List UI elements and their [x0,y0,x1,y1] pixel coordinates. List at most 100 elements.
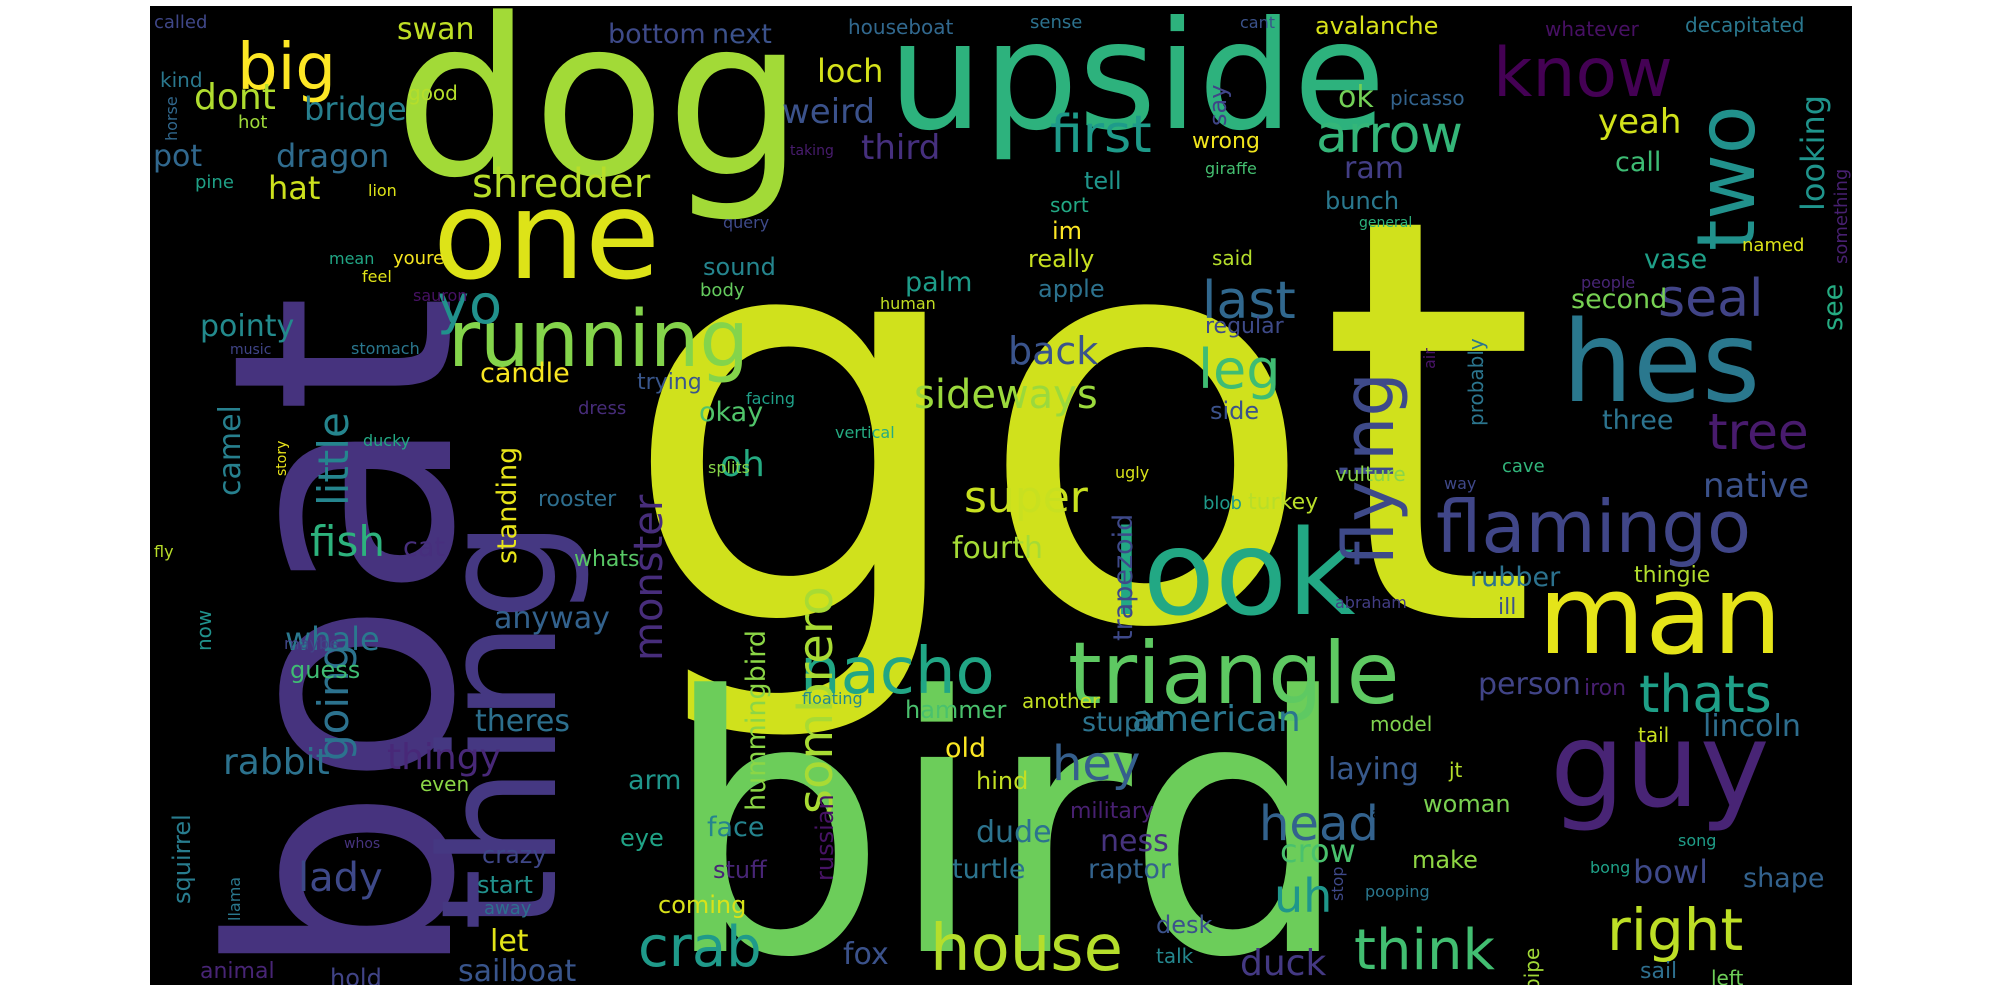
word-iron: iron [1584,676,1626,701]
word-splits: splits [708,458,750,477]
word-whos: whos [344,836,380,852]
word-anyway: anyway [494,601,610,636]
word-story: story [274,441,290,476]
word-dude: dude [976,815,1052,850]
word-theres: theres [475,704,570,739]
word-oh: oh [720,444,765,485]
word-think: think [1354,918,1496,983]
word-stop: stop [1328,866,1347,901]
word-man: man [1538,551,1782,679]
word-model: model [1370,712,1432,736]
word-crazy: crazy [482,841,547,869]
word-said: said [1212,246,1253,270]
word-music: music [230,342,271,358]
word-vase: vase [1644,244,1707,275]
word-loch: loch [817,52,883,90]
word-picasso: picasso [1390,86,1465,110]
word-right: right [1607,896,1743,964]
word-thing: thing [406,519,593,931]
word-cant: cant [1240,13,1275,32]
word-thingy: thingy [387,737,501,778]
word-woman: woman [1423,790,1511,818]
word-hat: hat [268,169,320,207]
word-trapezoid: trapezoid [1108,514,1139,641]
word-flamingo: flamingo [1436,485,1751,569]
word-standing: standing [492,447,523,564]
word-trying: trying [637,370,702,395]
word-sideways: sideways [914,372,1098,418]
word-regular: regular [1205,314,1285,339]
word-vulture: vulture [1335,462,1406,486]
word-swan: swan [397,12,475,47]
word-yo: yo [437,273,502,336]
word-sailboat: sailboat [458,954,576,985]
word-yeah: yeah [1598,102,1681,142]
word-house: house [930,912,1123,985]
word-one: one [433,165,660,307]
word-sail: sail [1640,959,1677,984]
word-general: general [1359,215,1412,231]
word-second: second [1571,284,1667,315]
word-hammer: hammer [905,696,1006,724]
word-face: face [707,812,765,843]
word-people: people [1581,273,1635,292]
word-mean: mean [329,249,374,268]
word-say: say [1204,85,1232,126]
word-camel: camel [213,405,248,496]
word-running: running [448,295,749,385]
word-triangle: triangle [1068,624,1400,724]
word-back: back [1008,329,1098,373]
word-weird: weird [782,92,875,132]
word-hot: hot [238,112,267,133]
word-ugly: ugly [1115,463,1149,482]
word-left: left [1711,966,1744,985]
word-last: last [1202,271,1296,331]
word-crab: crab [638,915,762,980]
word-turtle: turtle [952,854,1026,885]
word-ness: ness [1100,824,1169,859]
word-dress: dress [578,398,626,419]
word-first: first [1050,105,1152,165]
word-dragon: dragon [276,137,389,175]
word-pot: pot [153,139,202,174]
word-let: let [490,924,529,959]
word-arrow: arrow [1316,105,1463,165]
word-fox: fox [843,937,889,972]
word-something: something [1831,169,1852,264]
word-bowl: bowl [1633,853,1708,891]
word-animal: animal [200,959,275,984]
word-feel: feel [362,267,392,286]
word-bong: bong [1590,858,1630,877]
word-tail: tail [1638,723,1669,747]
word-crow: crow [1280,832,1356,870]
word-stomach: stomach [351,339,420,358]
word-body: body [700,280,745,301]
word-two: two [1680,105,1773,251]
word-know: know [1493,34,1673,113]
word-blob: blob [1203,493,1242,514]
word-maybe: maybe [284,634,339,653]
word-fly: fly [154,542,174,561]
word-third: third [861,128,940,168]
word-stuff: stuff [713,856,767,884]
word-cloud: got bird dog boat upside thing one look … [150,6,1852,985]
word-away: away [484,898,532,919]
word-upside: upside [888,6,1386,164]
word-person: person [1478,667,1581,702]
word-around: around [1372,806,1421,822]
word-dont: dont [194,77,276,118]
word-three: three [1602,405,1673,436]
word-hold: hold [330,964,382,985]
word-okay: okay [699,397,763,428]
word-floating: floating [802,689,863,708]
word-going: going [309,644,358,761]
word-pooping: pooping [1365,882,1430,901]
word-hind: hind [976,767,1028,795]
word-avalanche: avalanche [1315,12,1438,40]
word-now: now [192,610,216,651]
word-horse: horse [162,96,181,141]
word-sense: sense [1030,12,1082,33]
word-squirrel: squirrel [168,814,196,904]
word-thingie: thingie [1634,563,1710,588]
